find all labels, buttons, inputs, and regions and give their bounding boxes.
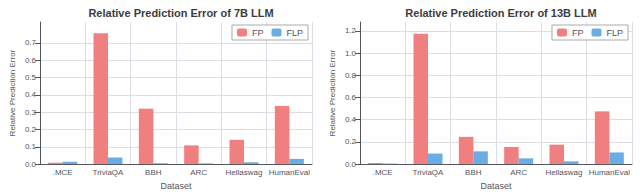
svg-text:Relative Prediction Error: Relative Prediction Error xyxy=(328,49,337,136)
svg-text:0.0: 0.0 xyxy=(25,160,37,169)
svg-text:0.6: 0.6 xyxy=(345,93,357,102)
svg-text:1.0: 1.0 xyxy=(345,49,357,58)
svg-text:0.1: 0.1 xyxy=(25,142,37,151)
svg-text:HumanEval: HumanEval xyxy=(589,168,631,177)
svg-text:BBH: BBH xyxy=(465,168,482,177)
svg-text:.MCE: .MCE xyxy=(373,168,393,177)
svg-text:0.4: 0.4 xyxy=(25,90,37,99)
svg-text:0.5: 0.5 xyxy=(25,73,37,82)
svg-text:ARC: ARC xyxy=(190,168,207,177)
svg-text:0.3: 0.3 xyxy=(25,108,37,117)
svg-text:.MCE: .MCE xyxy=(53,168,73,177)
svg-text:FP: FP xyxy=(252,28,264,38)
svg-text:TriviaQA: TriviaQA xyxy=(93,168,124,177)
svg-text:Hellaswag: Hellaswag xyxy=(226,168,263,177)
svg-text:0.2: 0.2 xyxy=(345,137,357,146)
svg-text:FLP: FLP xyxy=(606,28,623,38)
svg-text:FP: FP xyxy=(572,28,584,38)
svg-text:HumanEval: HumanEval xyxy=(269,168,311,177)
svg-text:Relative Prediction Error of 1: Relative Prediction Error of 13B LLM xyxy=(405,7,596,19)
svg-text:0.7: 0.7 xyxy=(25,38,37,47)
svg-text:0.2: 0.2 xyxy=(25,125,37,134)
svg-text:FLP: FLP xyxy=(286,28,303,38)
svg-text:1.2: 1.2 xyxy=(345,26,357,35)
svg-text:Relative Prediction Error of 7: Relative Prediction Error of 7B LLM xyxy=(88,7,273,19)
svg-text:Dataset: Dataset xyxy=(160,181,192,191)
svg-text:Dataset: Dataset xyxy=(480,181,512,191)
svg-text:BBH: BBH xyxy=(145,168,162,177)
svg-text:Hellaswag: Hellaswag xyxy=(546,168,583,177)
svg-text:0.6: 0.6 xyxy=(25,56,37,65)
svg-text:0.0: 0.0 xyxy=(345,160,357,169)
svg-text:ARC: ARC xyxy=(510,168,527,177)
svg-text:TriviaQA: TriviaQA xyxy=(413,168,444,177)
svg-text:0.8: 0.8 xyxy=(345,71,357,80)
svg-text:0.4: 0.4 xyxy=(345,115,357,124)
svg-text:Relative Prediction Error: Relative Prediction Error xyxy=(8,49,17,136)
